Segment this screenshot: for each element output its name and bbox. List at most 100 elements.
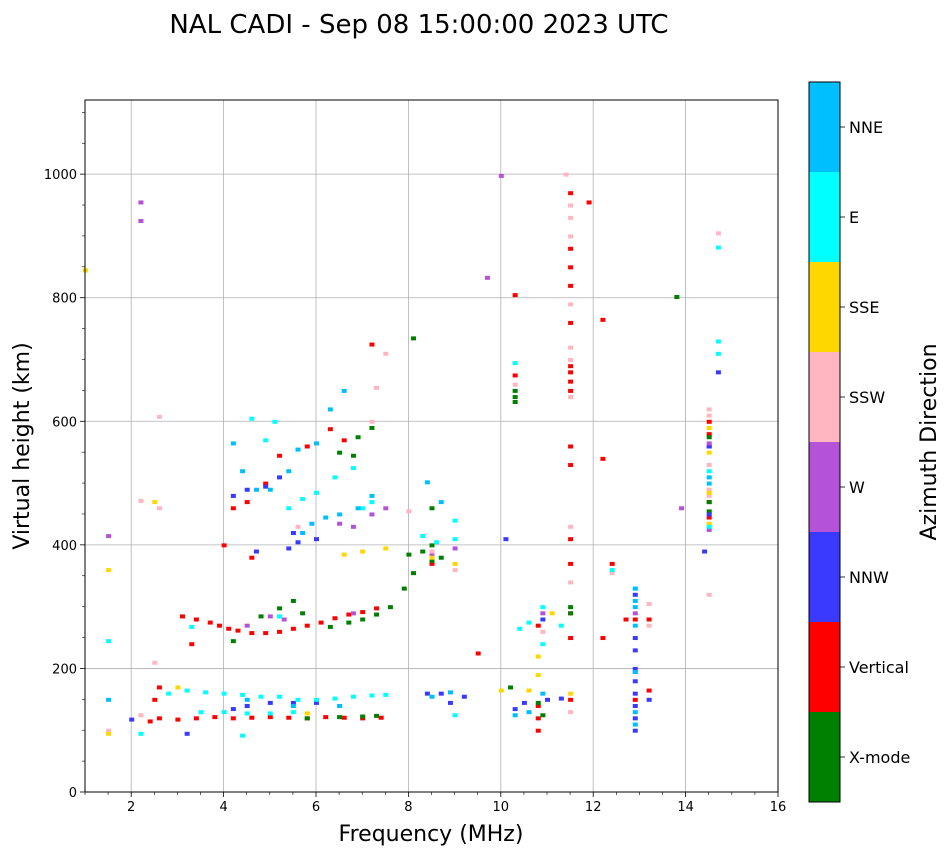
data-point (304, 623, 310, 628)
data-point (568, 636, 574, 641)
data-point (304, 444, 310, 449)
data-point (429, 558, 435, 563)
data-point (568, 463, 574, 468)
data-point (715, 339, 721, 344)
data-point (558, 623, 564, 628)
data-point (535, 673, 541, 678)
data-point (526, 620, 532, 625)
data-point (609, 571, 615, 576)
data-point (568, 561, 574, 566)
data-point (374, 612, 380, 617)
data-point (632, 697, 638, 702)
data-point (263, 481, 269, 486)
data-point (568, 203, 574, 208)
data-point (152, 500, 158, 505)
data-point (350, 453, 356, 458)
data-point (512, 713, 518, 718)
data-point (277, 629, 283, 634)
data-point (286, 546, 292, 551)
data-point (267, 711, 273, 716)
data-point (706, 419, 712, 424)
data-point (452, 518, 458, 523)
data-point (277, 694, 283, 699)
data-point (156, 506, 162, 511)
data-point (535, 654, 541, 659)
data-point (498, 173, 504, 178)
data-point (702, 549, 708, 554)
data-point (568, 524, 574, 529)
data-point (249, 416, 255, 421)
data-point (632, 611, 638, 616)
data-point (314, 490, 319, 495)
data-point (600, 456, 606, 461)
data-point (706, 527, 712, 532)
data-point (434, 540, 440, 545)
data-point (309, 521, 315, 526)
data-point (438, 691, 444, 696)
colorbar-segment (809, 262, 840, 352)
data-point (715, 245, 721, 250)
data-point (314, 700, 319, 705)
data-point (526, 688, 532, 693)
data-point (327, 624, 333, 629)
data-point (129, 717, 135, 722)
data-point (484, 275, 490, 280)
colorbar-segment (809, 442, 840, 532)
data-point (346, 612, 352, 617)
data-point (706, 463, 712, 468)
data-point (512, 400, 518, 405)
data-point (156, 716, 162, 721)
data-point (360, 617, 366, 622)
data-point (290, 710, 296, 715)
data-point (535, 623, 541, 628)
data-point (244, 697, 250, 702)
data-point (272, 419, 278, 424)
data-point (203, 690, 209, 695)
data-point (447, 700, 453, 705)
data-point (568, 537, 574, 542)
data-point (411, 571, 417, 576)
data-point (568, 191, 574, 196)
x-tick-label: 8 (404, 800, 412, 815)
data-point (189, 642, 195, 647)
data-point (632, 592, 638, 597)
data-point (198, 710, 204, 715)
data-point (230, 506, 236, 511)
data-point (438, 500, 444, 505)
data-point (568, 444, 574, 449)
data-point (715, 351, 721, 356)
data-point (290, 531, 296, 535)
data-point (383, 546, 389, 551)
data-point (429, 543, 435, 548)
data-point (568, 388, 574, 393)
data-point (138, 731, 144, 736)
data-point (258, 694, 264, 699)
colorbar-tick-label: X-mode (849, 748, 910, 767)
data-point (706, 524, 712, 529)
data-point (452, 561, 458, 566)
data-point (235, 628, 241, 633)
data-point (632, 648, 638, 653)
data-point (152, 697, 158, 702)
data-point (646, 617, 652, 622)
data-point (221, 691, 227, 696)
data-point (452, 537, 458, 542)
data-point (290, 598, 296, 603)
data-point (568, 710, 574, 715)
data-point (540, 691, 546, 696)
series-nnw (129, 370, 721, 736)
data-point (221, 543, 227, 548)
data-point (452, 713, 458, 718)
data-point (568, 605, 574, 610)
data-point (332, 616, 338, 621)
data-point (715, 231, 721, 236)
data-point (586, 200, 592, 205)
data-point (300, 497, 306, 502)
data-point (369, 693, 375, 698)
data-point (350, 694, 356, 699)
data-point (314, 697, 319, 702)
data-point (216, 623, 222, 628)
data-point (568, 395, 574, 400)
data-point (429, 506, 435, 511)
data-point (230, 441, 236, 446)
